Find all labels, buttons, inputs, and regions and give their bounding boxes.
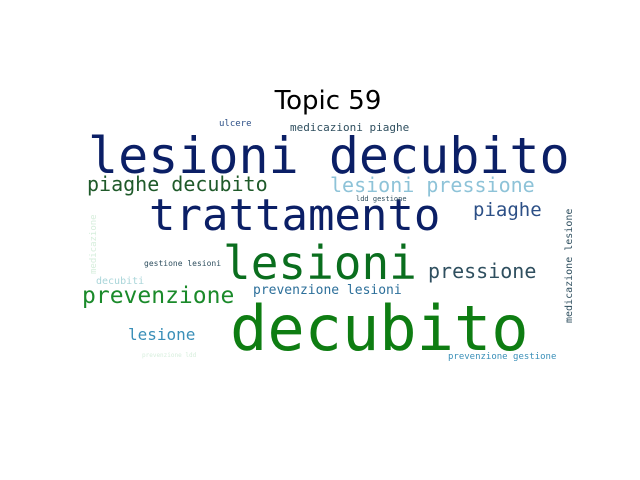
word-ldd-gestione: ldd gestione bbox=[356, 195, 407, 203]
word-prevenzione-gestione: prevenzione gestione bbox=[448, 352, 557, 362]
word-medicazione: medicazione bbox=[89, 214, 99, 274]
word-piaghe: piaghe bbox=[473, 199, 542, 221]
word-cloud: lesioni decubito trattamento lesioni dec… bbox=[80, 118, 580, 368]
word-prevenzione: prevenzione bbox=[82, 283, 235, 309]
word-lesioni-pressione: lesioni pressione bbox=[330, 173, 535, 197]
word-decubito: decubito bbox=[230, 292, 529, 365]
word-lesione: lesione bbox=[128, 325, 196, 344]
word-prevenzione-lesioni: prevenzione lesioni bbox=[253, 283, 402, 298]
word-lesioni-decubito: lesioni decubito bbox=[88, 127, 570, 185]
word-trattamento: trattamento bbox=[149, 190, 441, 241]
word-piaghe-decubito: piaghe decubito bbox=[87, 172, 268, 196]
word-prevenzione-ldd: prevenzione ldd bbox=[142, 352, 197, 359]
word-decubiti: decubiti bbox=[96, 276, 145, 287]
word-medicazione-lesione: medicazione lesione bbox=[564, 208, 575, 323]
word-pressione: pressione bbox=[428, 259, 537, 283]
word-gestione-lesioni: gestione lesioni bbox=[144, 259, 222, 268]
word-ulcere: ulcere bbox=[219, 119, 252, 129]
figure-title: Topic 59 bbox=[274, 86, 382, 116]
word-medicazioni-piaghe: medicazioni piaghe bbox=[290, 121, 410, 134]
word-lesioni: lesioni bbox=[223, 236, 417, 290]
